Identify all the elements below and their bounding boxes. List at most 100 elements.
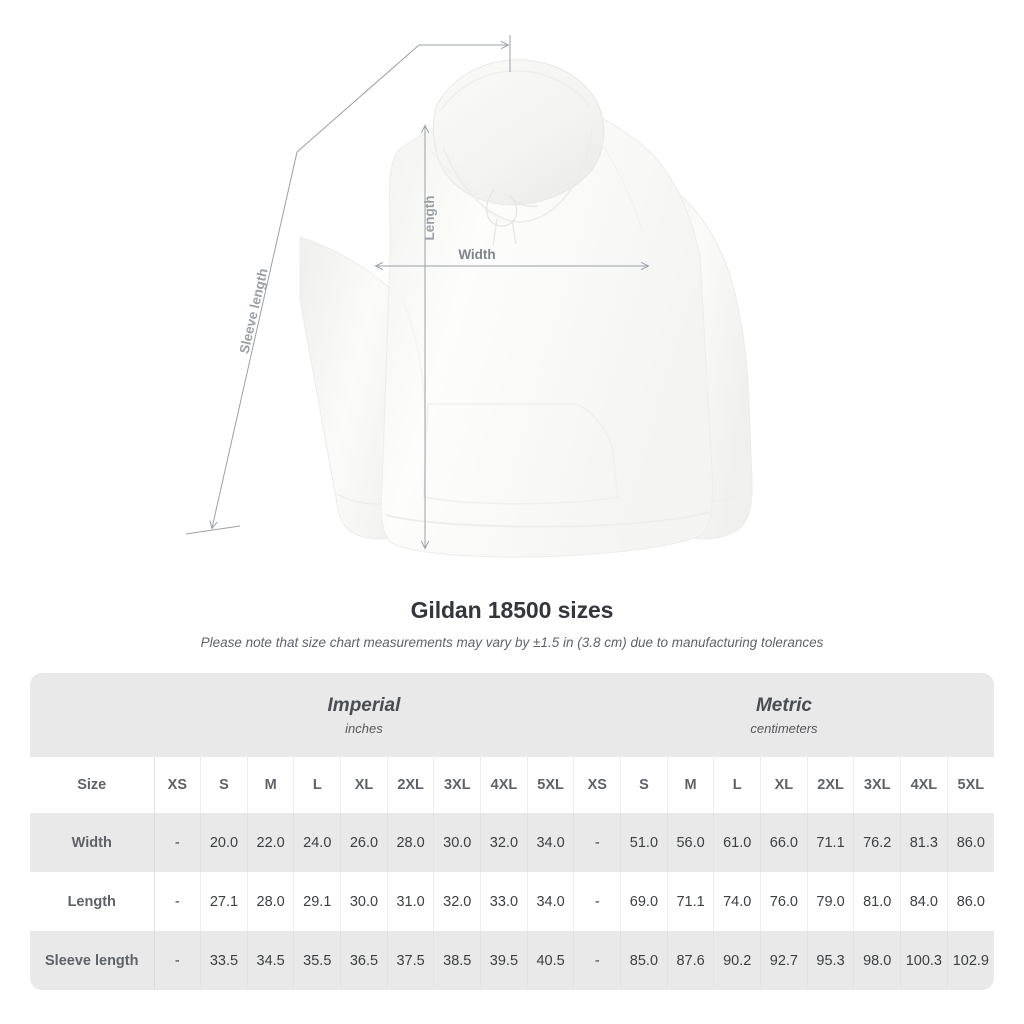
cell-metric-2xl: 79.0: [807, 872, 855, 931]
length-label: Length: [422, 196, 437, 241]
cell-imperial-3xl: 38.5: [433, 931, 482, 990]
unit-header-spacer: [30, 673, 154, 757]
cell-metric-l: 74.0: [713, 872, 762, 931]
cell-imperial-4xl: 39.5: [480, 931, 528, 990]
cell-imperial-2xl: 28.0: [387, 813, 435, 872]
cell-metric-s: 69.0: [620, 872, 668, 931]
size-header-imperial-3xl: 3XL: [433, 757, 482, 813]
cell-metric-l: 90.2: [713, 931, 762, 990]
table-row: Width -20.0 22.0 24.0 26.0 28.0 30.0 32.0 34.0-5…: [30, 813, 994, 872]
cell-imperial-xs: -: [154, 813, 202, 872]
cell-imperial-s: 27.1: [200, 872, 248, 931]
cell-imperial-s: 20.0: [200, 813, 248, 872]
cell-imperial-xs: -: [154, 872, 202, 931]
cell-imperial-3xl: 32.0: [433, 872, 482, 931]
cell-metric-xl: 92.7: [760, 931, 808, 990]
size-header-metric-s: S: [620, 757, 668, 813]
measurement-row-label: Width: [30, 813, 155, 872]
cell-imperial-5xl: 40.5: [527, 931, 575, 990]
cell-metric-3xl: 98.0: [853, 931, 902, 990]
cell-imperial-xl: 30.0: [340, 872, 388, 931]
cell-imperial-2xl: 37.5: [387, 931, 435, 990]
sleeve-diagonal-main: [212, 151, 298, 528]
size-header-metric-l: L: [713, 757, 762, 813]
cell-imperial-xs: -: [154, 931, 202, 990]
cell-imperial-m: 28.0: [247, 872, 295, 931]
cell-metric-5xl: 86.0: [947, 813, 994, 872]
cell-imperial-4xl: 32.0: [480, 813, 528, 872]
cell-metric-xl: 66.0: [760, 813, 808, 872]
size-header-metric-2xl: 2XL: [807, 757, 855, 813]
unit-group-subtitle: centimeters: [750, 720, 818, 736]
size-header-imperial-s: S: [200, 757, 248, 813]
size-header-metric-3xl: 3XL: [853, 757, 902, 813]
size-header-metric-xs: XS: [573, 757, 622, 813]
sleeve-bottom-tick: [185, 525, 241, 535]
size-header-metric-5xl: 5XL: [947, 757, 994, 813]
cell-metric-5xl: 86.0: [947, 872, 994, 931]
cell-imperial-m: 22.0: [247, 813, 295, 872]
cell-imperial-2xl: 31.0: [387, 872, 435, 931]
size-header-metric-xl: XL: [760, 757, 808, 813]
unit-group-name: Metric: [755, 694, 812, 716]
width-label: Width: [458, 247, 495, 262]
cell-metric-5xl: 102.9: [947, 931, 994, 990]
size-header-imperial-2xl: 2XL: [387, 757, 435, 813]
size-header-imperial-5xl: 5XL: [527, 757, 575, 813]
size-header-imperial-l: L: [293, 757, 342, 813]
hoodie-measurement-diagram: Sleeve length Length Width: [185, 35, 753, 558]
cell-metric-3xl: 81.0: [853, 872, 902, 931]
size-header-metric-4xl: 4XL: [900, 757, 948, 813]
size-header-row: Size XS S M L XL 2XL 3XL 4XL 5XL XS S M L XL 2XL 3XL 4XL 5…: [30, 757, 994, 813]
cell-metric-4xl: 84.0: [900, 872, 948, 931]
hoodie-artwork: [299, 59, 753, 558]
unit-group-header-metric: Metric centimeters: [573, 673, 994, 757]
size-header-imperial-xl: XL: [340, 757, 388, 813]
cell-metric-4xl: 81.3: [900, 813, 948, 872]
sleeve-diagonal-upper: [296, 44, 420, 153]
chart-heading-block: Gildan 18500 sizes Please note that size…: [0, 595, 1024, 652]
measurement-row-label: Sleeve length: [30, 931, 155, 990]
cell-metric-l: 61.0: [713, 813, 762, 872]
size-header-imperial-m: M: [247, 757, 295, 813]
size-chart-table: Imperial inches Metric centimeters Size XS S M L…: [30, 673, 994, 990]
cell-metric-xs: -: [573, 813, 622, 872]
size-header-imperial-4xl: 4XL: [480, 757, 528, 813]
cell-metric-xs: -: [573, 872, 622, 931]
cell-metric-m: 56.0: [667, 813, 715, 872]
cell-metric-3xl: 76.2: [853, 813, 902, 872]
cell-metric-s: 51.0: [620, 813, 668, 872]
measurement-lines: [185, 35, 648, 548]
measurement-row-label: Length: [30, 872, 155, 931]
size-chart-table-container: Imperial inches Metric centimeters Size XS S M L…: [30, 673, 994, 990]
cell-imperial-5xl: 34.0: [527, 872, 575, 931]
cell-metric-m: 87.6: [667, 931, 715, 990]
sleeve-length-label: Sleeve length: [237, 267, 271, 355]
table-row: Length -27.1 28.0 29.1 30.0 31.0 32.0 33.0 34.0-…: [30, 872, 994, 931]
cell-metric-4xl: 100.3: [900, 931, 948, 990]
cell-imperial-l: 24.0: [293, 813, 342, 872]
size-header-imperial-xs: XS: [154, 757, 202, 813]
cell-imperial-5xl: 34.0: [527, 813, 575, 872]
unit-group-header-row: Imperial inches Metric centimeters: [30, 673, 994, 757]
cell-metric-xl: 76.0: [760, 872, 808, 931]
cell-imperial-l: 29.1: [293, 872, 342, 931]
cell-imperial-4xl: 33.0: [480, 872, 528, 931]
size-column-header: Size: [30, 757, 155, 813]
cell-imperial-3xl: 30.0: [433, 813, 482, 872]
size-header-metric-m: M: [667, 757, 715, 813]
table-row: Sleeve length -33.5 34.5 35.5 36.5 37.5 38.5 39…: [30, 931, 994, 990]
cell-imperial-m: 34.5: [247, 931, 295, 990]
cell-imperial-xl: 36.5: [340, 931, 388, 990]
cell-imperial-xl: 26.0: [340, 813, 388, 872]
cell-imperial-s: 33.5: [200, 931, 248, 990]
cell-metric-2xl: 95.3: [807, 931, 855, 990]
cell-metric-xs: -: [573, 931, 622, 990]
tolerance-note: Please note that size chart measurements…: [200, 635, 824, 650]
cell-metric-m: 71.1: [667, 872, 715, 931]
page-title: Gildan 18500 sizes: [410, 597, 614, 623]
cell-metric-s: 85.0: [620, 931, 668, 990]
cell-imperial-l: 35.5: [293, 931, 342, 990]
unit-group-name: Imperial: [327, 694, 401, 716]
cell-metric-2xl: 71.1: [807, 813, 855, 872]
